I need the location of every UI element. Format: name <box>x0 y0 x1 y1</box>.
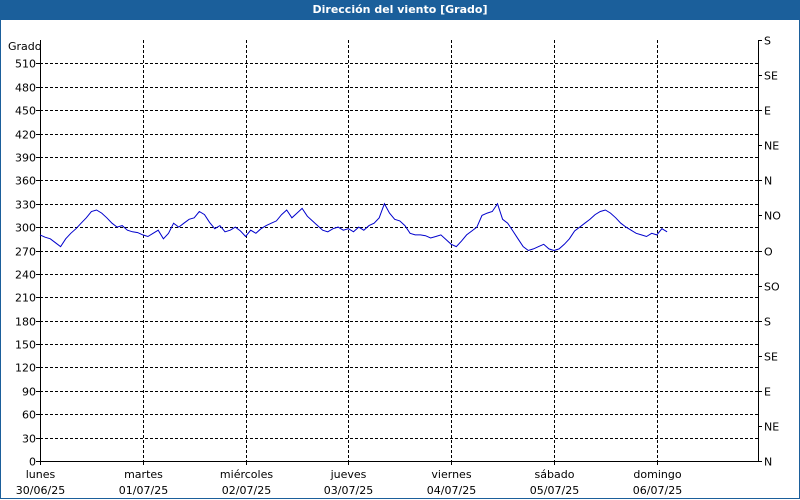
y-tick-label: 60 <box>22 409 36 422</box>
right-axis-direction-label: E <box>764 105 771 118</box>
y-tick-label: 510 <box>15 58 36 71</box>
right-axis-direction-label: NO <box>764 210 781 223</box>
series-layer <box>39 202 668 252</box>
x-tick-date-label: 01/07/25 <box>119 484 168 497</box>
x-axis-tick-labels: lunes 30/06/25 martes 01/07/25 miércoles 02/0… <box>16 468 682 497</box>
y-tick-label: 210 <box>15 292 36 305</box>
x-tick-day-label: jueves <box>330 468 367 481</box>
y-tick-label: 30 <box>22 433 36 446</box>
right-axis-direction-label: S <box>764 316 771 329</box>
right-axis-direction-label: NE <box>764 140 779 153</box>
y-tick-label: 390 <box>15 152 36 165</box>
right-axis-direction-label: E <box>764 386 771 399</box>
x-tick-date-label: 03/07/25 <box>324 484 373 497</box>
right-axis-direction-label: SE <box>764 70 778 83</box>
right-axis-tick-labels: N NE E SE S SO O NO N NE E SE S <box>764 35 781 469</box>
y-tick-label: 120 <box>15 362 36 375</box>
y-tick-label: 240 <box>15 269 36 282</box>
y-tick-label: 360 <box>15 175 36 188</box>
right-axis-direction-label: O <box>764 246 773 259</box>
y-tick-label: 90 <box>22 386 36 399</box>
x-tick-day-label: domingo <box>633 468 681 481</box>
left-axis-tick-labels: 0 30 60 90 120 150 180 210 240 270 300 330 360 390 420… <box>15 58 36 469</box>
y-axis-label: Grado <box>8 40 42 53</box>
y-tick-label: 330 <box>15 199 36 212</box>
x-tick-day-label: sábado <box>535 468 575 481</box>
x-tick-day-label: viernes <box>431 468 471 481</box>
y-tick-label: 420 <box>15 129 36 142</box>
right-axis-direction-label: SE <box>764 351 778 364</box>
y-tick-label: 0 <box>29 456 36 469</box>
chart-title: Dirección del viento [Grado] <box>0 0 800 20</box>
y-tick-label: 480 <box>15 82 36 95</box>
x-tick-date-label: 30/06/25 <box>16 484 65 497</box>
x-tick-day-label: lunes <box>26 468 56 481</box>
y-tick-label: 300 <box>15 222 36 235</box>
y-tick-label: 150 <box>15 339 36 352</box>
right-axis-direction-label: S <box>764 35 771 48</box>
x-tick-date-label: 06/07/25 <box>633 484 682 497</box>
y-tick-label: 270 <box>15 246 36 259</box>
wind-direction-series-line <box>39 202 668 252</box>
x-tick-date-label: 05/07/25 <box>530 484 579 497</box>
y-tick-label: 450 <box>15 105 36 118</box>
right-axis-direction-label: NE <box>764 421 779 434</box>
axes <box>36 40 762 465</box>
y-tick-label: 180 <box>15 316 36 329</box>
x-tick-day-label: miércoles <box>220 468 273 481</box>
right-axis-direction-label: SO <box>764 281 780 294</box>
x-tick-day-label: martes <box>124 468 163 481</box>
x-tick-date-label: 04/07/25 <box>427 484 476 497</box>
right-axis-direction-label: N <box>764 456 772 469</box>
grid-lines <box>40 40 758 461</box>
right-axis-direction-label: N <box>764 175 772 188</box>
x-tick-date-label: 02/07/25 <box>222 484 271 497</box>
